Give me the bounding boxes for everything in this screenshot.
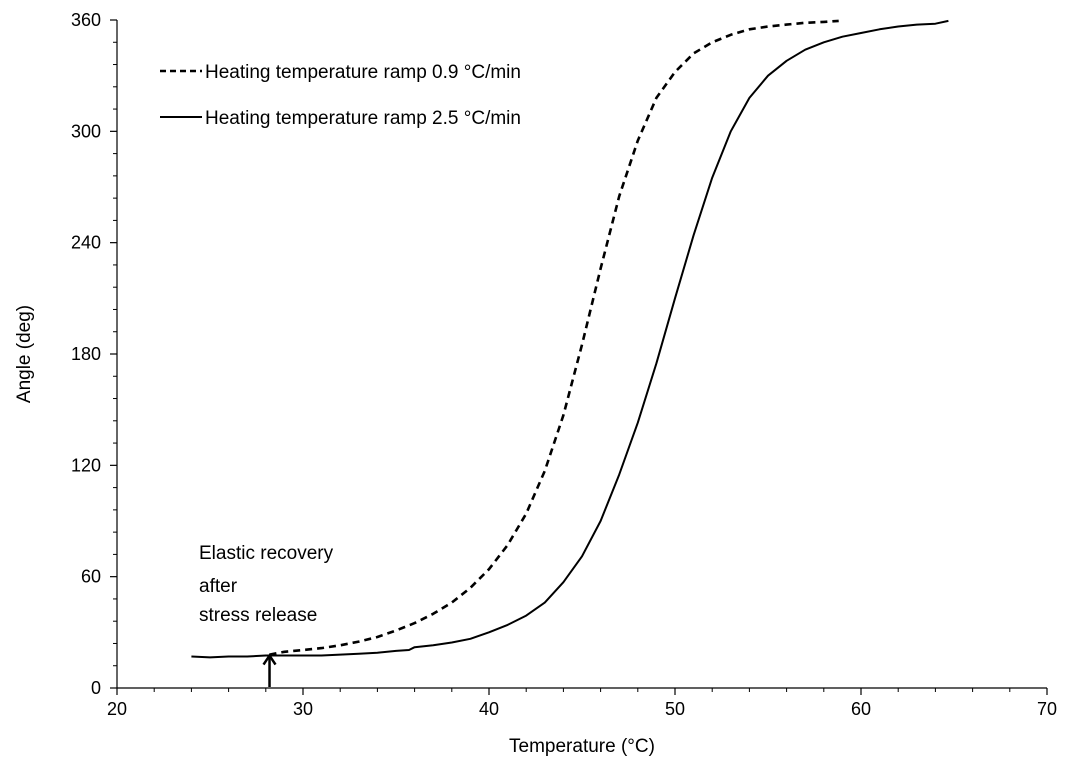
annotation-line-2: after — [199, 576, 238, 597]
y-tick-label: 0 — [91, 678, 101, 698]
y-tick-label: 300 — [71, 121, 101, 141]
y-tick-label: 360 — [71, 10, 101, 30]
x-tick-label: 40 — [479, 699, 499, 719]
legend: Heating temperature ramp 0.9 °C/min Heat… — [160, 62, 521, 129]
legend-label-ramp-0.9: Heating temperature ramp 0.9 °C/min — [205, 62, 521, 83]
x-tick-label: 60 — [851, 699, 871, 719]
series-line-ramp-2.5 — [191, 19, 949, 659]
annotation-line-1: Elastic recovery — [199, 543, 334, 564]
series-line-ramp-0.9 — [269, 19, 839, 656]
x-tick-label: 70 — [1037, 699, 1057, 719]
x-tick-label: 20 — [107, 699, 127, 719]
ticks: 20 30 40 50 60 70 0 60 120 180 240 300 360 — [71, 10, 1057, 719]
x-axis-title: Temperature (°C) — [509, 736, 655, 757]
y-tick-label: 60 — [81, 567, 101, 587]
y-tick-label: 180 — [71, 344, 101, 364]
x-tick-label: 30 — [293, 699, 313, 719]
annotation-line-3: stress release — [199, 605, 317, 626]
series — [191, 19, 949, 659]
annotation-arrow-head — [262, 653, 277, 666]
y-tick-label: 240 — [71, 233, 101, 253]
legend-label-ramp-2.5: Heating temperature ramp 2.5 °C/min — [205, 108, 521, 129]
annotation: Elastic recovery after stress release — [199, 543, 334, 687]
x-tick-label: 50 — [665, 699, 685, 719]
y-axis-title: Angle (deg) — [14, 305, 35, 403]
y-tick-label: 120 — [71, 455, 101, 475]
